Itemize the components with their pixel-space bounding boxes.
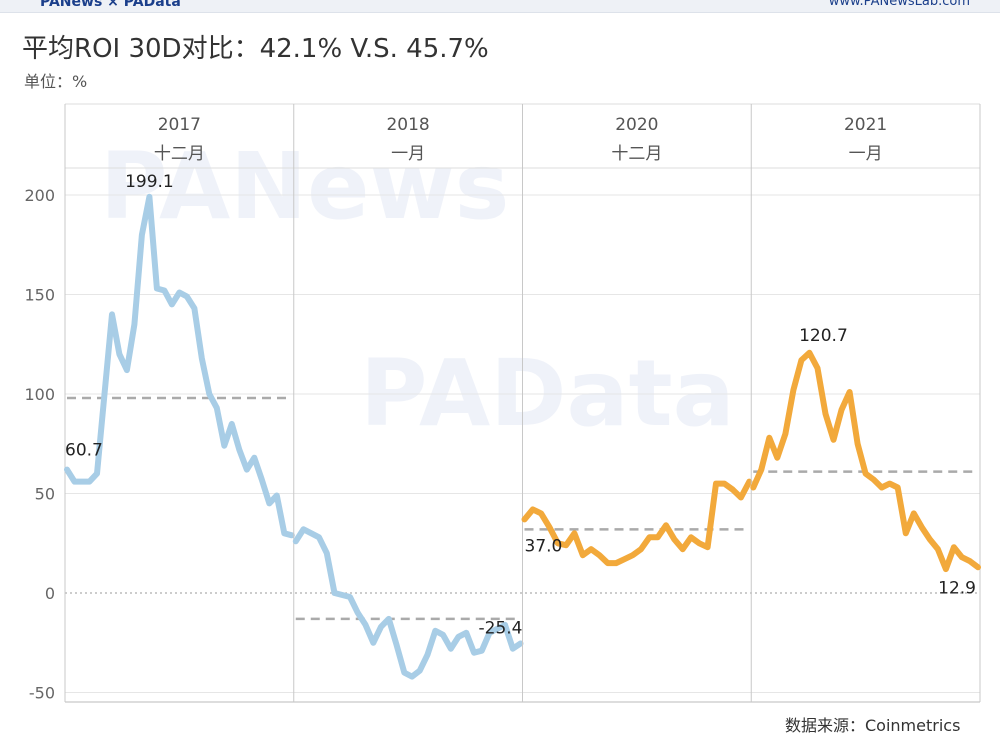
- y-tick-label: 100: [24, 385, 55, 404]
- unit-label: 单位：%: [24, 72, 88, 91]
- panel-year-label: 2018: [386, 115, 429, 135]
- y-tick-label: -50: [29, 684, 55, 703]
- data-label: 37.0: [525, 536, 563, 556]
- data-label: -25.4: [479, 619, 523, 639]
- panel-month-label: 一月: [849, 144, 883, 164]
- panel-month-label: 十二月: [611, 144, 662, 164]
- panel-month-label: 一月: [391, 144, 425, 164]
- brand-logo: PANews × PAData: [40, 0, 181, 10]
- source-note: 数据来源：Coinmetrics: [785, 716, 961, 735]
- panel-year-label: 2017: [158, 115, 201, 135]
- site-url: www.PANewsLab.com: [828, 0, 970, 9]
- y-tick-label: 50: [35, 485, 55, 504]
- series-line: [64, 193, 295, 539]
- data-label: 60.7: [65, 441, 103, 461]
- panel-year-label: 2021: [844, 115, 887, 135]
- panel-month-label: 十二月: [154, 144, 205, 164]
- series-line: [750, 349, 981, 573]
- top-banner: PANews × PAData www.PANewsLab.com: [0, 0, 1000, 13]
- y-tick-label: 150: [24, 286, 55, 305]
- data-label: 12.9: [938, 578, 976, 598]
- chart-title: 平均ROI 30D对比：42.1% V.S. 45.7%: [22, 34, 489, 64]
- panel-year-label: 2020: [615, 115, 658, 135]
- data-label: 199.1: [125, 172, 174, 192]
- y-tick-label: 200: [24, 186, 55, 205]
- series-line: [292, 526, 524, 680]
- y-tick-label: 0: [45, 584, 55, 603]
- data-label: 120.7: [799, 326, 848, 346]
- series-line: [521, 478, 753, 567]
- watermark-text: PANews: [100, 133, 509, 240]
